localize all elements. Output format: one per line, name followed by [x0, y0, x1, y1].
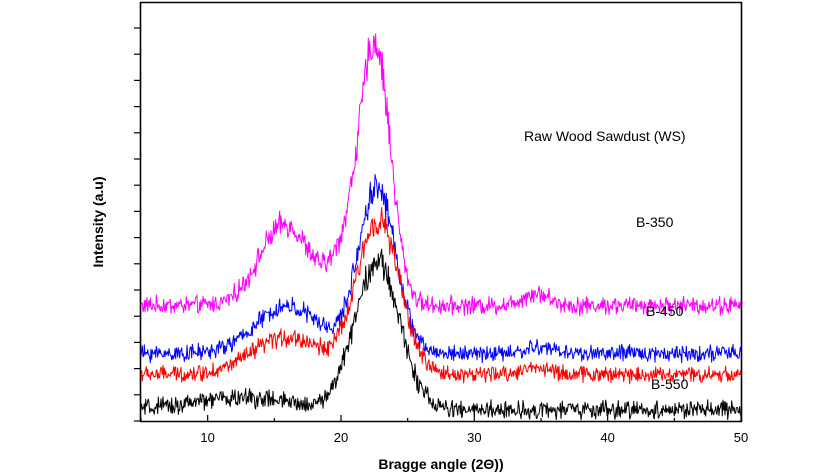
plot-frame: [139, 1, 743, 423]
x-tick-label: 40: [600, 430, 614, 445]
series-group: [140, 33, 742, 421]
series-label: Raw Wood Sawdust (WS): [524, 128, 686, 144]
x-tick-label: 50: [734, 430, 748, 445]
series-label-group: Raw Wood Sawdust (WS) B-350 B-450 B-550: [524, 128, 689, 392]
x-tick-label: 20: [334, 430, 348, 445]
series-line-1: [140, 174, 742, 364]
series-line-2: [140, 207, 742, 385]
y-axis-title: Intensity (a.u): [90, 176, 106, 267]
series-label: B-350: [636, 214, 674, 230]
y-axis-ticks: [134, 27, 141, 422]
series-line-3: [140, 248, 742, 421]
series-label: B-450: [646, 303, 684, 319]
x-tick-label: 30: [467, 430, 481, 445]
x-axis-title: Bragge angle (2Θ)): [378, 456, 503, 472]
x-tick-label: 10: [200, 430, 214, 445]
series-label: B-550: [651, 376, 689, 392]
x-axis-ticks: 10 20 30 40 50: [140, 415, 748, 445]
series-line-0: [140, 33, 742, 317]
